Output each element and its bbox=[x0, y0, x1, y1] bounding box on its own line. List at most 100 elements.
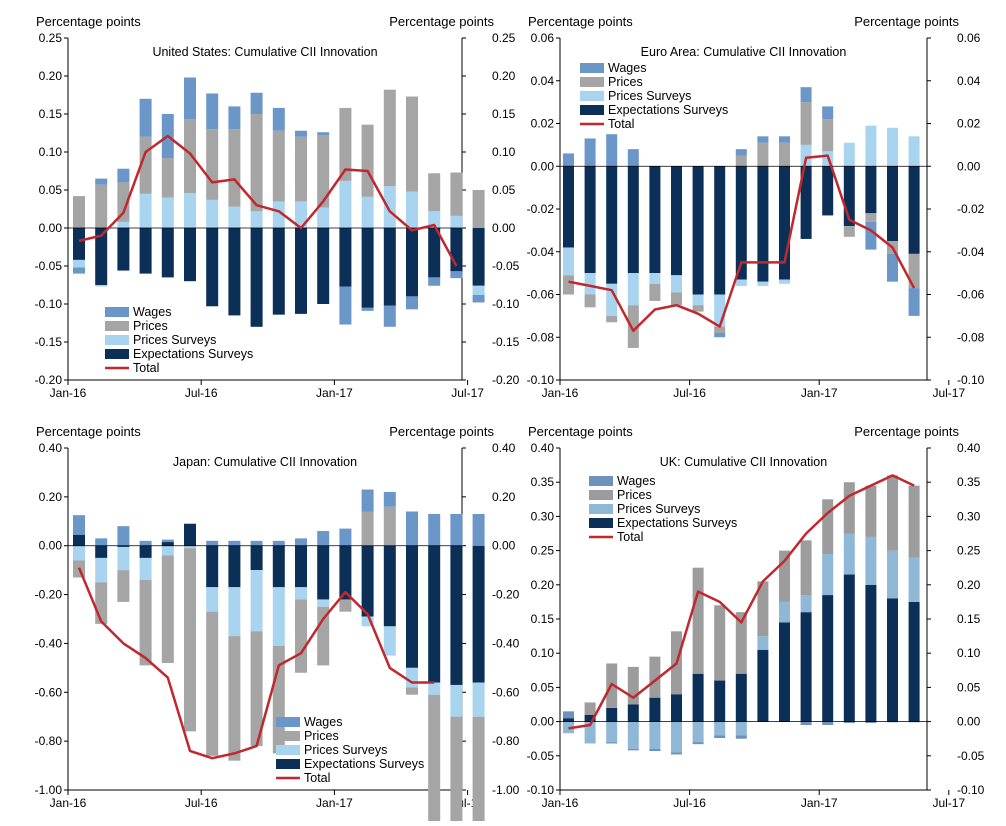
bar-prices bbox=[228, 129, 241, 207]
bar-prices bbox=[865, 213, 877, 222]
x-tick-label: Jul-16 bbox=[185, 796, 218, 810]
y-tick-label-left: 0.30 bbox=[531, 509, 555, 523]
bar-expectations-surveys bbox=[671, 166, 682, 276]
legend-swatch bbox=[580, 91, 604, 101]
bar-expectations-surveys bbox=[117, 228, 130, 271]
bar-prices-surveys bbox=[584, 273, 596, 295]
bar-expectations-surveys bbox=[649, 166, 661, 274]
bar-expectations-surveys bbox=[908, 601, 920, 722]
bar-expectations-surveys bbox=[339, 228, 352, 287]
bar-prices bbox=[228, 636, 241, 761]
bar-prices-surveys bbox=[383, 186, 396, 228]
y-tick-label-right: 0.35 bbox=[957, 475, 981, 489]
y-tick-label-right: 0.25 bbox=[957, 544, 981, 558]
bar-prices bbox=[735, 612, 747, 674]
bar-prices bbox=[627, 305, 639, 348]
legend-swatch bbox=[589, 504, 613, 514]
legend-swatch bbox=[589, 490, 613, 500]
y-tick-label-left: 0.20 bbox=[39, 490, 63, 504]
bar-prices-surveys bbox=[692, 721, 704, 743]
bar-wages bbox=[472, 513, 485, 546]
bar-wages bbox=[95, 538, 108, 546]
bar-wages bbox=[584, 138, 596, 167]
bar-expectations-surveys bbox=[800, 166, 812, 239]
bar-prices-surveys bbox=[184, 193, 196, 228]
legend-swatch bbox=[276, 731, 300, 741]
y-tick-label-left: 0.10 bbox=[39, 145, 63, 159]
y-tick-label-left: 0.05 bbox=[39, 183, 63, 197]
bar-expectations-surveys bbox=[472, 228, 485, 286]
bar-prices bbox=[295, 599, 307, 673]
legend-label: Prices bbox=[133, 319, 168, 333]
bar-expectations-surveys bbox=[714, 166, 726, 295]
y-axis-title-right: Percentage points bbox=[854, 424, 959, 439]
y-tick-label-left: -1.00 bbox=[35, 783, 63, 797]
y-tick-label-left: -0.20 bbox=[35, 373, 63, 387]
bar-expectations-surveys bbox=[714, 680, 726, 722]
y-tick-label-left: -0.10 bbox=[35, 297, 63, 311]
bar-expectations-surveys bbox=[139, 545, 152, 558]
bar-wages bbox=[339, 528, 352, 546]
y-tick-label-left: -0.04 bbox=[527, 245, 555, 259]
bar-prices bbox=[735, 155, 747, 167]
y-tick-label-left: 0.15 bbox=[39, 107, 63, 121]
y-axis-title-left: Percentage points bbox=[528, 424, 633, 439]
bar-prices-surveys bbox=[95, 285, 108, 287]
y-tick-label-left: 0.40 bbox=[39, 441, 63, 455]
bar-prices bbox=[714, 605, 726, 681]
y-tick-label-left: -0.05 bbox=[35, 259, 63, 273]
bar-prices bbox=[584, 294, 596, 308]
bar-wages bbox=[822, 106, 834, 120]
bar-wages bbox=[206, 93, 219, 130]
bar-prices bbox=[450, 716, 463, 826]
y-tick-label-right: 0.00 bbox=[957, 715, 981, 729]
bar-prices bbox=[339, 599, 352, 612]
legend-label: Wages bbox=[608, 61, 646, 75]
x-tick-label: Jan-17 bbox=[801, 386, 838, 400]
bar-expectations-surveys bbox=[757, 166, 769, 282]
bar-prices-surveys bbox=[161, 197, 174, 228]
bar-prices-surveys bbox=[908, 136, 920, 167]
y-tick-label-left: 0.05 bbox=[531, 680, 555, 694]
y-tick-label-right: 0.30 bbox=[957, 509, 981, 523]
bar-prices bbox=[406, 96, 418, 192]
legend-label: Expectations Surveys bbox=[304, 757, 424, 771]
bar-wages bbox=[383, 491, 396, 507]
y-tick-label-right: 0.20 bbox=[957, 578, 981, 592]
bar-expectations-surveys bbox=[779, 622, 790, 722]
x-tick-label: Jan-16 bbox=[50, 386, 87, 400]
bar-prices-surveys bbox=[800, 144, 812, 167]
bar-prices bbox=[450, 172, 463, 216]
y-tick-label-right: 0.05 bbox=[492, 183, 516, 197]
y-tick-label-right: 0.00 bbox=[492, 221, 516, 235]
y-tick-label-right: 0.04 bbox=[957, 74, 981, 88]
bar-wages bbox=[317, 132, 330, 136]
y-tick-label-right: -0.80 bbox=[492, 734, 520, 748]
bar-wages bbox=[428, 513, 441, 546]
y-tick-label-left: 0.40 bbox=[531, 441, 555, 455]
y-tick-label-right: 0.00 bbox=[492, 539, 516, 553]
bar-wages bbox=[73, 267, 85, 274]
y-tick-label-left: 0.20 bbox=[531, 578, 555, 592]
legend-swatch bbox=[580, 77, 604, 87]
y-tick-label-left: -0.40 bbox=[35, 636, 63, 650]
bar-prices bbox=[843, 226, 855, 237]
legend-label: Prices Surveys bbox=[617, 502, 700, 516]
bar-wages bbox=[627, 748, 639, 751]
bar-wages bbox=[161, 539, 174, 543]
bar-prices-surveys bbox=[406, 667, 418, 688]
bar-expectations-surveys bbox=[450, 545, 463, 685]
y-tick-label-right: -0.10 bbox=[492, 297, 520, 311]
bar-prices-surveys bbox=[671, 721, 682, 753]
y-tick-label-left: 0.06 bbox=[531, 31, 555, 45]
bar-expectations-surveys bbox=[184, 523, 196, 546]
bar-expectations-surveys bbox=[228, 545, 241, 588]
y-tick-label-right: -0.10 bbox=[957, 783, 985, 797]
bar-prices bbox=[563, 275, 574, 295]
y-tick-label-right: -0.15 bbox=[492, 335, 520, 349]
y-tick-label-left: 0.00 bbox=[531, 715, 555, 729]
bar-expectations-surveys bbox=[692, 673, 704, 722]
bar-prices-surveys bbox=[139, 193, 152, 228]
bar-prices-surveys bbox=[714, 294, 726, 327]
